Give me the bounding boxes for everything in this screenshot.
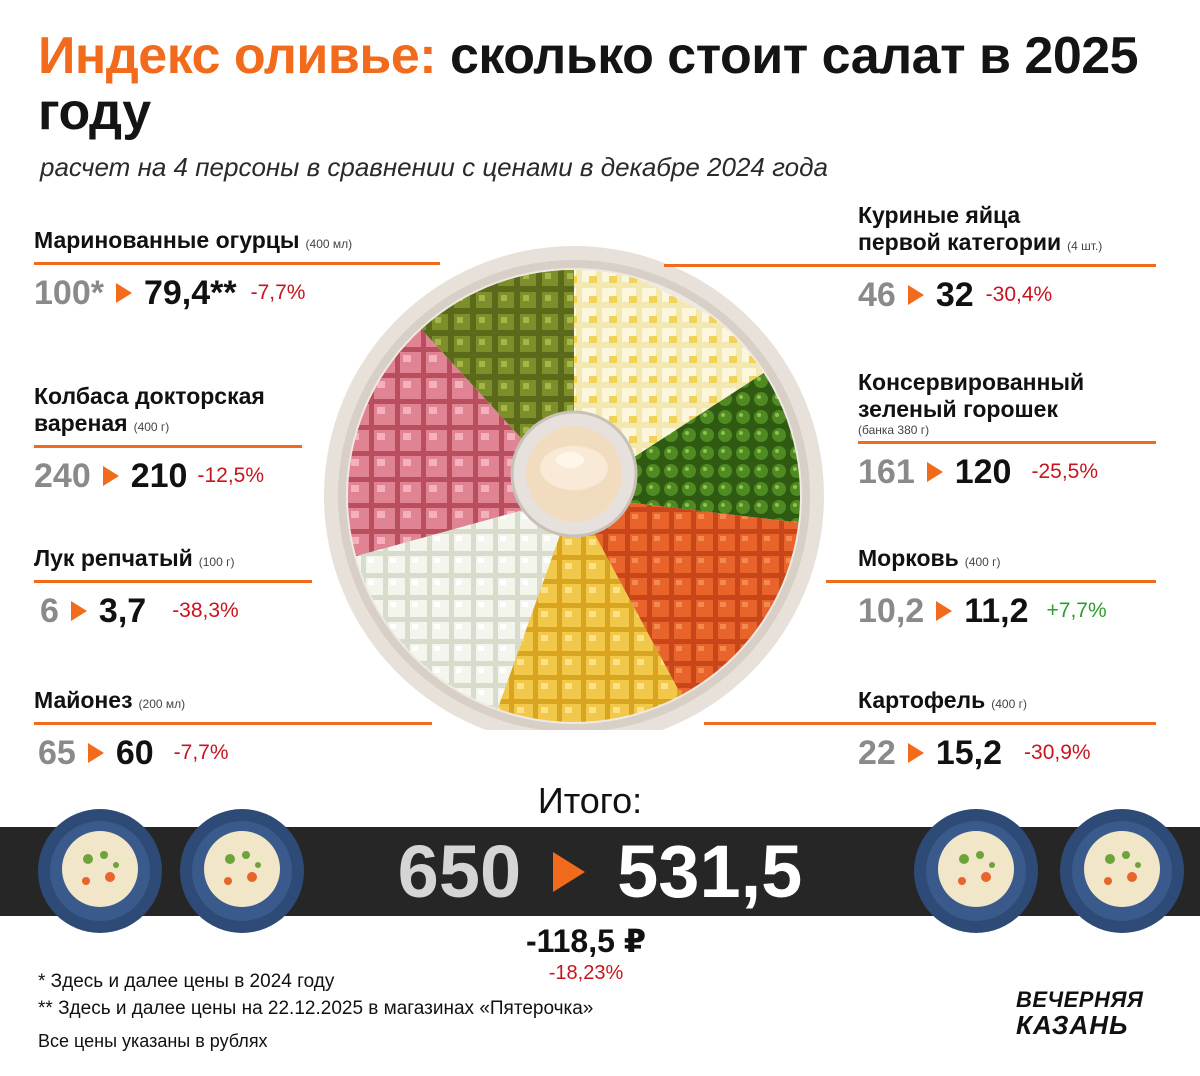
- arrow-icon: [70, 601, 87, 621]
- item-name: Картофель: [858, 687, 986, 713]
- item-pickles: Маринованные огурцы (400 мл) 100* 79,4** …: [34, 227, 440, 313]
- change-percent: -30,9%: [1024, 741, 1091, 764]
- new-price: 11,2: [964, 591, 1029, 630]
- old-price: 240: [34, 456, 91, 495]
- total-new-price: 531,5: [617, 830, 803, 913]
- new-price: 15,2: [935, 733, 1003, 772]
- item-name: Морковь: [858, 545, 959, 571]
- item-eggs: Куриные яйца первой категории (4 шт.) 46 …: [664, 202, 1156, 315]
- item-name-line1: Консервированный: [858, 369, 1085, 395]
- item-carrot: Морковь (400 г) 10,2 11,2 +7,7%: [826, 545, 1156, 631]
- title-accent: Индекс оливье:: [38, 27, 437, 85]
- item-unit: (200 мл): [138, 697, 186, 711]
- arrow-icon: [907, 285, 924, 305]
- old-price: 100*: [34, 273, 104, 312]
- new-price: 79,4**: [143, 273, 237, 312]
- total-label: Итого:: [537, 780, 643, 821]
- divider: [704, 722, 1156, 725]
- old-price: 65: [38, 733, 76, 772]
- change-percent: +7,7%: [1046, 599, 1107, 622]
- arrow-icon: [87, 743, 104, 763]
- divider: [34, 580, 312, 583]
- footnote-3: Все цены указаны в рублях: [38, 1031, 268, 1051]
- change-percent: -30,4%: [985, 283, 1053, 306]
- item-unit: (100 г): [198, 555, 235, 569]
- old-price: 46: [858, 275, 896, 314]
- change-percent: -7,7%: [173, 741, 229, 764]
- total-old-price: 650: [397, 830, 522, 913]
- item-potato: Картофель (400 г) 22 15,2 -30,9%: [704, 687, 1156, 773]
- new-price: 210: [130, 456, 188, 495]
- item-name: Маринованные огурцы: [34, 227, 300, 253]
- item-name-line1: Куриные яйца: [858, 202, 1021, 228]
- olivier-bowl-image: [180, 809, 304, 933]
- logo-line2: КАЗАНЬ: [1016, 1010, 1129, 1040]
- item-name: Майонез: [34, 687, 133, 713]
- olivier-bowl-image: [38, 809, 162, 933]
- title-rest: сколько стоит салат в 2025 году: [38, 27, 1139, 141]
- old-price: 6: [40, 591, 59, 630]
- item-unit: (400 г): [133, 420, 170, 434]
- old-price: 22: [858, 733, 896, 772]
- arrow-icon: [115, 283, 132, 303]
- logo-line1: ВЕЧЕРНЯЯ: [1016, 987, 1144, 1012]
- divider: [858, 441, 1156, 444]
- new-price: 32: [935, 275, 974, 314]
- item-name-line2: первой категории: [858, 229, 1062, 255]
- item-peas: Консервированный зеленый горошек (банка …: [858, 369, 1156, 492]
- item-name: Лук репчатый: [34, 545, 193, 571]
- item-unit: (банка 380 г): [858, 423, 930, 437]
- item-name-line2: зеленый горошек: [858, 396, 1058, 422]
- arrow-icon: [907, 743, 924, 763]
- new-price: 60: [115, 733, 154, 772]
- subtitle: расчет на 4 персоны в сравнении с ценами…: [40, 152, 828, 182]
- item-name-line1: Колбаса докторская: [34, 383, 265, 409]
- divider: [34, 722, 432, 725]
- olivier-bowl-image: [1060, 809, 1184, 933]
- arrow-icon: [926, 462, 943, 482]
- item-sausage: Колбаса докторская вареная (400 г) 240 21…: [34, 383, 302, 496]
- item-unit: (4 шт.): [1067, 239, 1103, 253]
- old-price: 10,2: [858, 591, 925, 630]
- item-name-line2: вареная: [34, 410, 128, 436]
- change-percent: -38,3%: [172, 599, 239, 622]
- old-price: 161: [858, 452, 915, 491]
- footnote-1: * Здесь и далее цены в 2024 году: [38, 971, 335, 992]
- olivier-bowl-image: [914, 809, 1038, 933]
- divider: [826, 580, 1156, 583]
- arrow-icon: [553, 851, 586, 892]
- change-percent: -25,5%: [1031, 460, 1099, 483]
- change-percent: -7,7%: [250, 281, 306, 304]
- total-difference-percent: -18,23%: [548, 962, 624, 984]
- new-price: 120: [954, 452, 1012, 491]
- item-onion: Лук репчатый (100 г) 6 3,7 -38,3%: [34, 545, 312, 631]
- footnotes: * Здесь и далее цены в 2024 году ** Здес…: [38, 968, 593, 1055]
- arrow-icon: [936, 601, 953, 621]
- page-title: Индекс оливье: сколько стоит салат в 202…: [38, 28, 1158, 140]
- publisher-logo: ВЕЧЕРНЯЯ КАЗАНЬ: [1016, 988, 1166, 1042]
- divider: [664, 264, 1156, 267]
- item-unit: (400 г): [991, 697, 1027, 711]
- total-difference: -118,5 ₽: [525, 923, 647, 959]
- new-price: 3,7: [98, 591, 147, 630]
- item-mayonnaise: Майонез (200 мл) 65 60 -7,7%: [34, 687, 432, 773]
- total-prices: 650 531,5: [0, 827, 1200, 916]
- divider: [34, 445, 302, 448]
- arrow-icon: [102, 466, 119, 486]
- item-unit: (400 мл): [305, 237, 353, 251]
- item-unit: (400 г): [964, 555, 1001, 569]
- salad-plate-image: [324, 246, 824, 730]
- divider: [34, 262, 440, 265]
- footnote-2: ** Здесь и далее цены на 22.12.2025 в ма…: [38, 998, 594, 1019]
- change-percent: -12,5%: [197, 464, 265, 487]
